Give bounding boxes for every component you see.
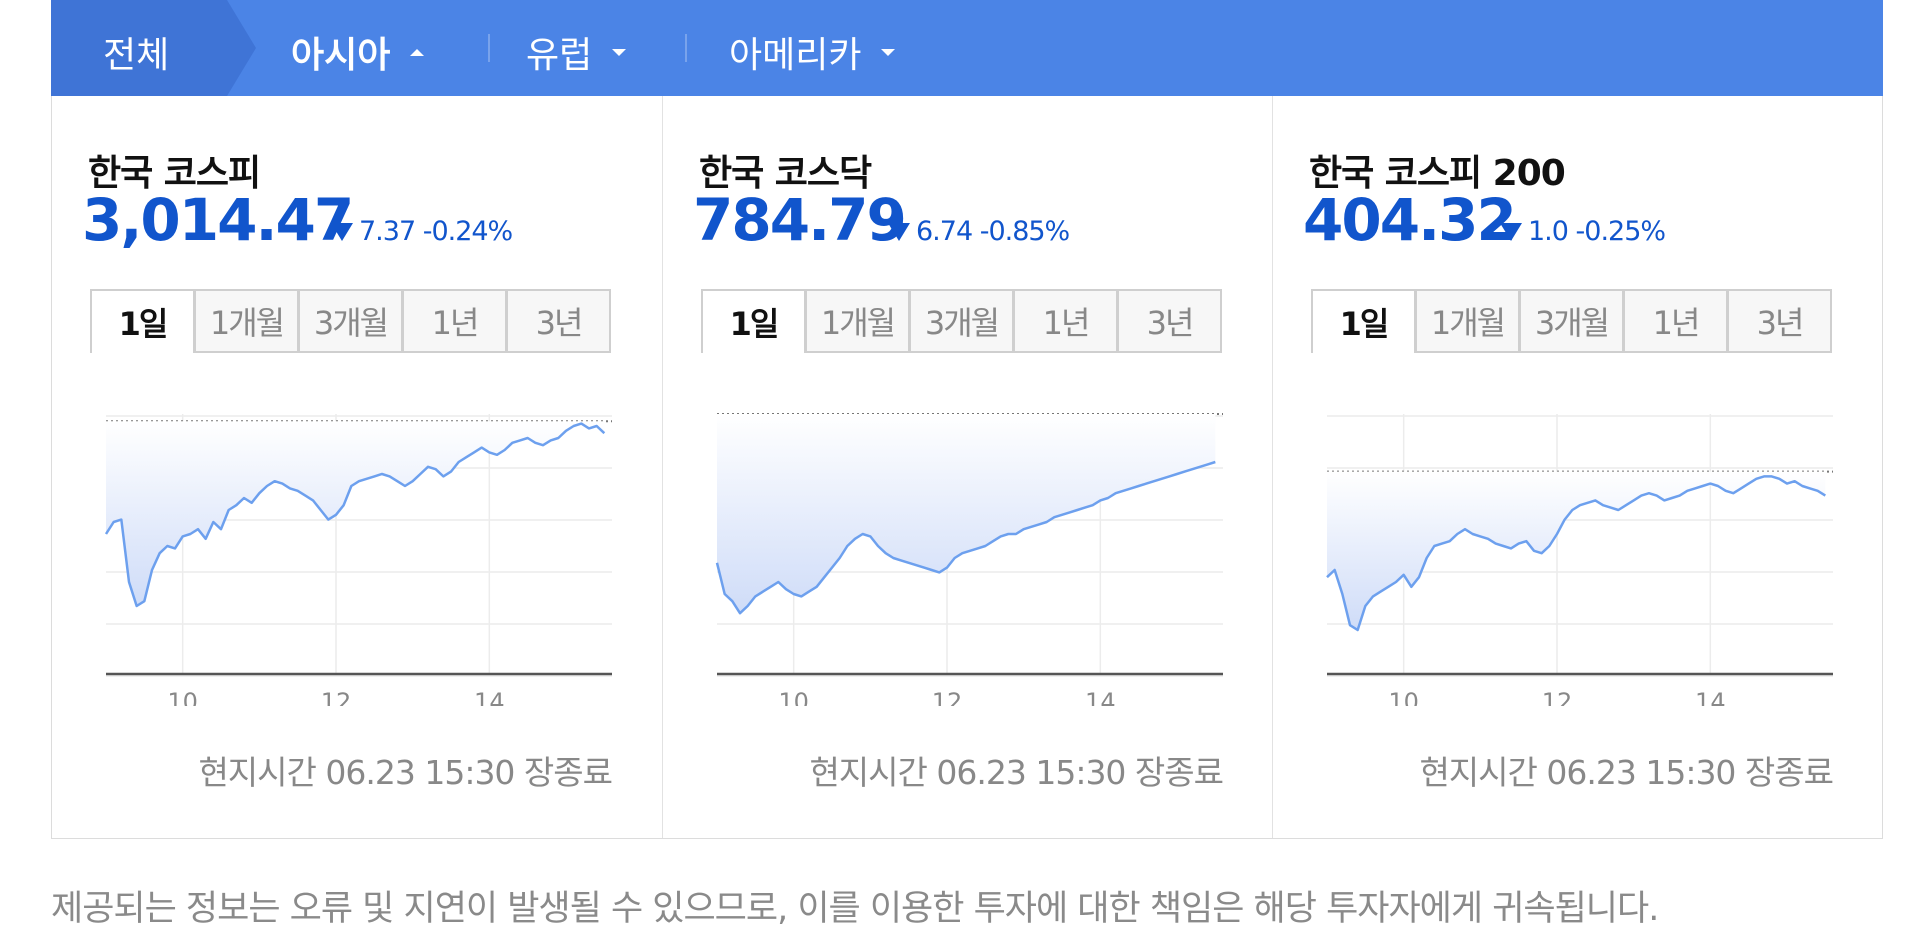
period-tab-1d[interactable]: 1일 xyxy=(90,289,195,353)
index-change-text: 1.0 -0.25% xyxy=(1528,216,1666,247)
chevron-down-icon xyxy=(881,48,896,56)
index-change-text: 7.37 -0.24% xyxy=(359,216,513,247)
market-status: 현지시간 06.23 15:30 장종료 xyxy=(198,753,613,792)
caret-up-icon xyxy=(410,48,425,56)
period-tab-1m[interactable]: 1개월 xyxy=(1416,289,1520,353)
index-name: 한국 코스피 xyxy=(88,153,261,194)
disclaimer-text: 제공되는 정보는 오류 및 지연이 발생될 수 있으므로, 이를 이용한 투자에… xyxy=(51,889,1659,929)
x-tick-label: 12 xyxy=(932,688,963,706)
index-change: 7.37 -0.24% xyxy=(331,216,513,247)
tab-divider xyxy=(685,34,687,62)
index-name: 한국 코스닥 xyxy=(699,153,872,194)
tab-europe-label: 유럽 xyxy=(526,35,593,76)
tab-all-label: 전체 xyxy=(103,35,170,76)
tab-asia[interactable]: 아시아 xyxy=(291,26,425,78)
period-tab-1y[interactable]: 1년 xyxy=(1624,289,1728,353)
series-line xyxy=(1326,475,1826,632)
tab-all[interactable]: 전체 xyxy=(51,0,256,96)
x-tick-label: 10 xyxy=(1388,688,1419,706)
x-tick-label: 10 xyxy=(167,688,198,706)
tab-all-background xyxy=(51,0,256,96)
intraday-chart[interactable]: 10 12 14 xyxy=(663,386,1271,706)
period-tabs: 1일 1개월 3개월 1년 3년 xyxy=(1311,289,1832,353)
x-tick-label: 10 xyxy=(778,688,809,706)
index-card-kospi[interactable]: 한국 코스피 3,014.47 7.37 -0.24% 1일 1개월 3개월 1… xyxy=(52,96,660,838)
index-name: 한국 코스피 200 xyxy=(1309,153,1566,194)
down-triangle-icon xyxy=(888,222,910,241)
series-area xyxy=(1327,471,1826,630)
series-line xyxy=(104,422,606,608)
intraday-chart[interactable]: 10 12 14 xyxy=(1273,386,1881,706)
period-tab-1y[interactable]: 1년 xyxy=(1014,289,1118,353)
market-status: 현지시간 06.23 15:30 장종료 xyxy=(809,753,1224,792)
tab-america[interactable]: 아메리카 xyxy=(729,26,896,78)
period-tab-3y[interactable]: 3년 xyxy=(507,289,611,353)
x-tick-label: 14 xyxy=(1085,688,1116,706)
period-tabs: 1일 1개월 3개월 1년 3년 xyxy=(90,289,611,353)
index-value: 784.79 xyxy=(693,186,907,254)
index-card-kospi200[interactable]: 한국 코스피 200 404.32 1.0 -0.25% 1일 1개월 3개월 … xyxy=(1272,96,1881,838)
index-change: 1.0 -0.25% xyxy=(1500,216,1666,247)
tab-asia-label: 아시아 xyxy=(291,35,391,76)
index-change-text: 6.74 -0.85% xyxy=(916,216,1070,247)
period-tab-3m[interactable]: 3개월 xyxy=(299,289,403,353)
period-tab-3y[interactable]: 3년 xyxy=(1728,289,1832,353)
tab-divider xyxy=(488,34,490,62)
period-tab-1m[interactable]: 1개월 xyxy=(195,289,299,353)
market-tabbar: 전체 아시아 유럽 아메리카 xyxy=(51,0,1883,96)
down-triangle-icon xyxy=(1500,222,1522,241)
period-tab-3m[interactable]: 3개월 xyxy=(1520,289,1624,353)
period-tab-1y[interactable]: 1년 xyxy=(403,289,507,353)
series-line xyxy=(715,460,1216,615)
series-area xyxy=(106,421,605,606)
down-triangle-icon xyxy=(331,222,353,241)
series-area xyxy=(717,414,1216,614)
period-tab-3m[interactable]: 3개월 xyxy=(910,289,1014,353)
period-tab-1m[interactable]: 1개월 xyxy=(806,289,910,353)
intraday-chart[interactable]: 10 12 14 xyxy=(52,386,660,706)
index-panels: 한국 코스피 3,014.47 7.37 -0.24% 1일 1개월 3개월 1… xyxy=(51,96,1883,839)
index-card-kosdaq[interactable]: 한국 코스닥 784.79 6.74 -0.85% 1일 1개월 3개월 1년 … xyxy=(662,96,1271,838)
period-tab-3y[interactable]: 3년 xyxy=(1118,289,1222,353)
chevron-down-icon xyxy=(612,48,627,56)
x-tick-label: 12 xyxy=(321,688,352,706)
index-value: 404.32 xyxy=(1303,186,1517,254)
x-tick-label: 14 xyxy=(1695,688,1726,706)
x-tick-label: 12 xyxy=(1542,688,1573,706)
tab-europe[interactable]: 유럽 xyxy=(526,26,627,78)
index-value: 3,014.47 xyxy=(82,186,354,254)
index-change: 6.74 -0.85% xyxy=(888,216,1070,247)
period-tab-1d[interactable]: 1일 xyxy=(701,289,806,353)
x-tick-label: 14 xyxy=(474,688,505,706)
market-status: 현지시간 06.23 15:30 장종료 xyxy=(1419,753,1834,792)
period-tab-1d[interactable]: 1일 xyxy=(1311,289,1416,353)
tab-america-label: 아메리카 xyxy=(729,35,862,76)
period-tabs: 1일 1개월 3개월 1년 3년 xyxy=(701,289,1222,353)
